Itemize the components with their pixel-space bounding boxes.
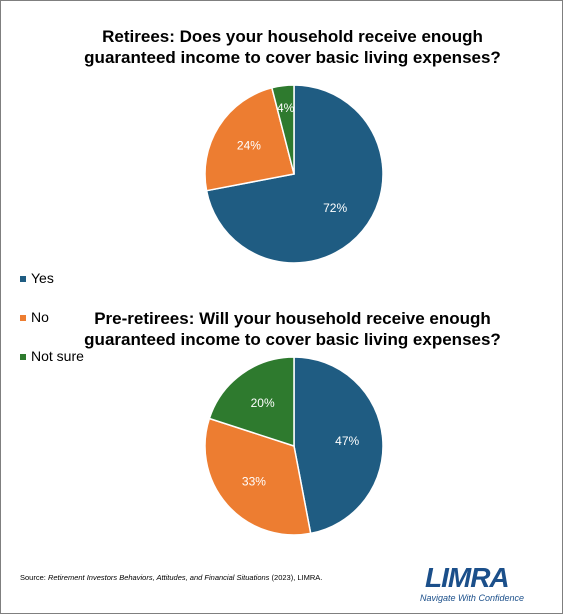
pie-slice-yes — [205, 84, 384, 264]
pie-label-yes: 72% — [323, 201, 347, 215]
pie-label-no: 24% — [237, 138, 261, 152]
pie-slice-not-sure — [208, 356, 295, 448]
pie-slice-yes — [293, 356, 384, 535]
pie-label-yes: 47% — [335, 434, 359, 448]
legend-item-no: No — [20, 309, 49, 325]
chart-title-line: guaranteed income to cover basic living … — [84, 48, 501, 67]
logo-tagline: Navigate With Confidence — [420, 593, 524, 603]
limra-logo: LIMRA Navigate With Confidence — [405, 560, 535, 606]
pie-label-no: 33% — [242, 474, 266, 488]
chart-title-line: guaranteed income to cover basic living … — [84, 330, 501, 349]
legend-swatch-no — [20, 315, 26, 322]
pie-slice-no — [204, 86, 295, 192]
source-note: Source: Retirement Investors Behaviors, … — [20, 573, 322, 582]
source-title: Retirement Investors Behaviors, Attitude… — [47, 573, 270, 582]
pie-label-not-sure: 4% — [277, 101, 295, 115]
legend-label: Not sure — [31, 348, 84, 364]
legend-item-yes: Yes — [20, 270, 54, 286]
chart-title-pre-retirees: Pre-retirees: Will your household receiv… — [60, 308, 525, 350]
legend-swatch-not-sure — [20, 354, 26, 361]
legend-label: No — [31, 309, 49, 325]
chart-title-line: Pre-retirees: Will your household receiv… — [94, 309, 491, 328]
pie-label-not-sure: 20% — [251, 396, 275, 410]
chart-title-line: Retirees: Does your household receive en… — [102, 27, 483, 46]
legend-item-not-sure: Not sure — [20, 348, 84, 364]
logo-word: LIMRA — [425, 562, 510, 593]
chart-title-retirees: Retirees: Does your household receive en… — [60, 26, 525, 68]
legend-label: Yes — [31, 270, 54, 286]
pie-slice-not-sure — [270, 84, 295, 175]
legend-swatch-yes — [20, 276, 26, 283]
pie-slice-no — [204, 417, 312, 536]
source-prefix: Source: — [20, 573, 48, 582]
source-suffix: (2023), LIMRA. — [269, 573, 323, 582]
